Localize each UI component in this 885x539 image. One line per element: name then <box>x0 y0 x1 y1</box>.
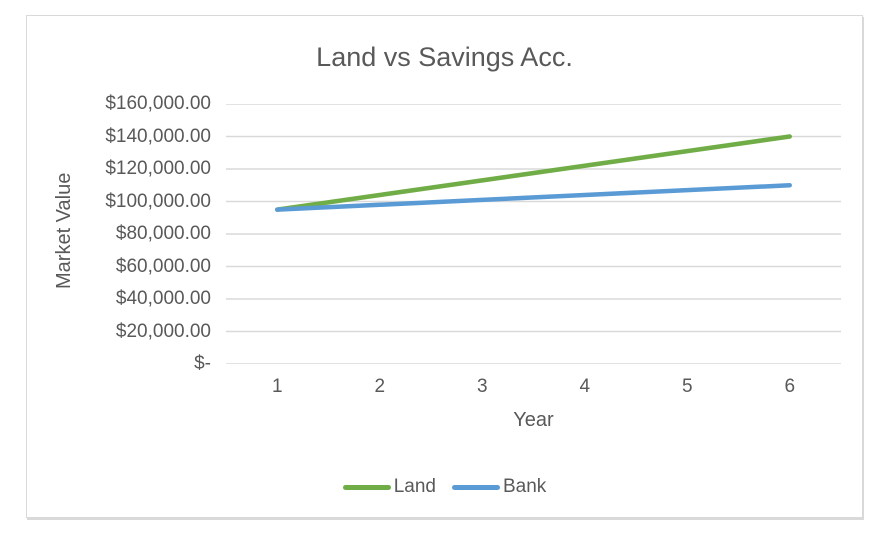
legend-label: Land <box>393 476 436 497</box>
y-tick-label: $140,000.00 <box>105 125 211 147</box>
x-tick-label: 2 <box>374 376 386 397</box>
y-tick-label: $60,000.00 <box>115 255 211 277</box>
x-tick-label: 1 <box>271 376 283 397</box>
y-tick-label: $40,000.00 <box>115 288 211 309</box>
y-tick-label: $160,000.00 <box>105 93 211 114</box>
legend-swatch-land <box>342 484 391 490</box>
legend-item-land[interactable]: Land <box>342 476 436 498</box>
y-tick-label: $- <box>194 353 211 374</box>
chart-area[interactable]: Land vs Savings Acc. Market Value $- $20,… <box>26 15 863 518</box>
legend-item-bank[interactable]: Bank <box>451 476 547 498</box>
y-tick-label: $80,000.00 <box>115 223 211 244</box>
y-tick-label: $100,000.00 <box>105 190 211 212</box>
chart-title: Land vs Savings Acc. <box>316 42 573 72</box>
legend-swatch-bank <box>451 484 500 490</box>
y-tick-label: $120,000.00 <box>105 158 211 179</box>
series-line-land[interactable] <box>275 134 792 212</box>
x-tick-label: 5 <box>681 376 693 397</box>
x-axis-title: Year <box>513 409 554 431</box>
legend-label: Bank <box>502 476 547 497</box>
legend: Land Bank <box>27 476 862 498</box>
x-tick-label: 3 <box>476 376 488 397</box>
series-line-bank[interactable] <box>275 183 792 212</box>
x-tick-label: 6 <box>784 376 796 397</box>
x-tick-label: 4 <box>579 376 591 397</box>
plot-area <box>226 104 841 364</box>
y-tick-label: $20,000.00 <box>115 320 211 342</box>
y-axis-tick-labels: $- $20,000.00 $40,000.00 $60,000.00 $80,000.… <box>27 16 211 517</box>
